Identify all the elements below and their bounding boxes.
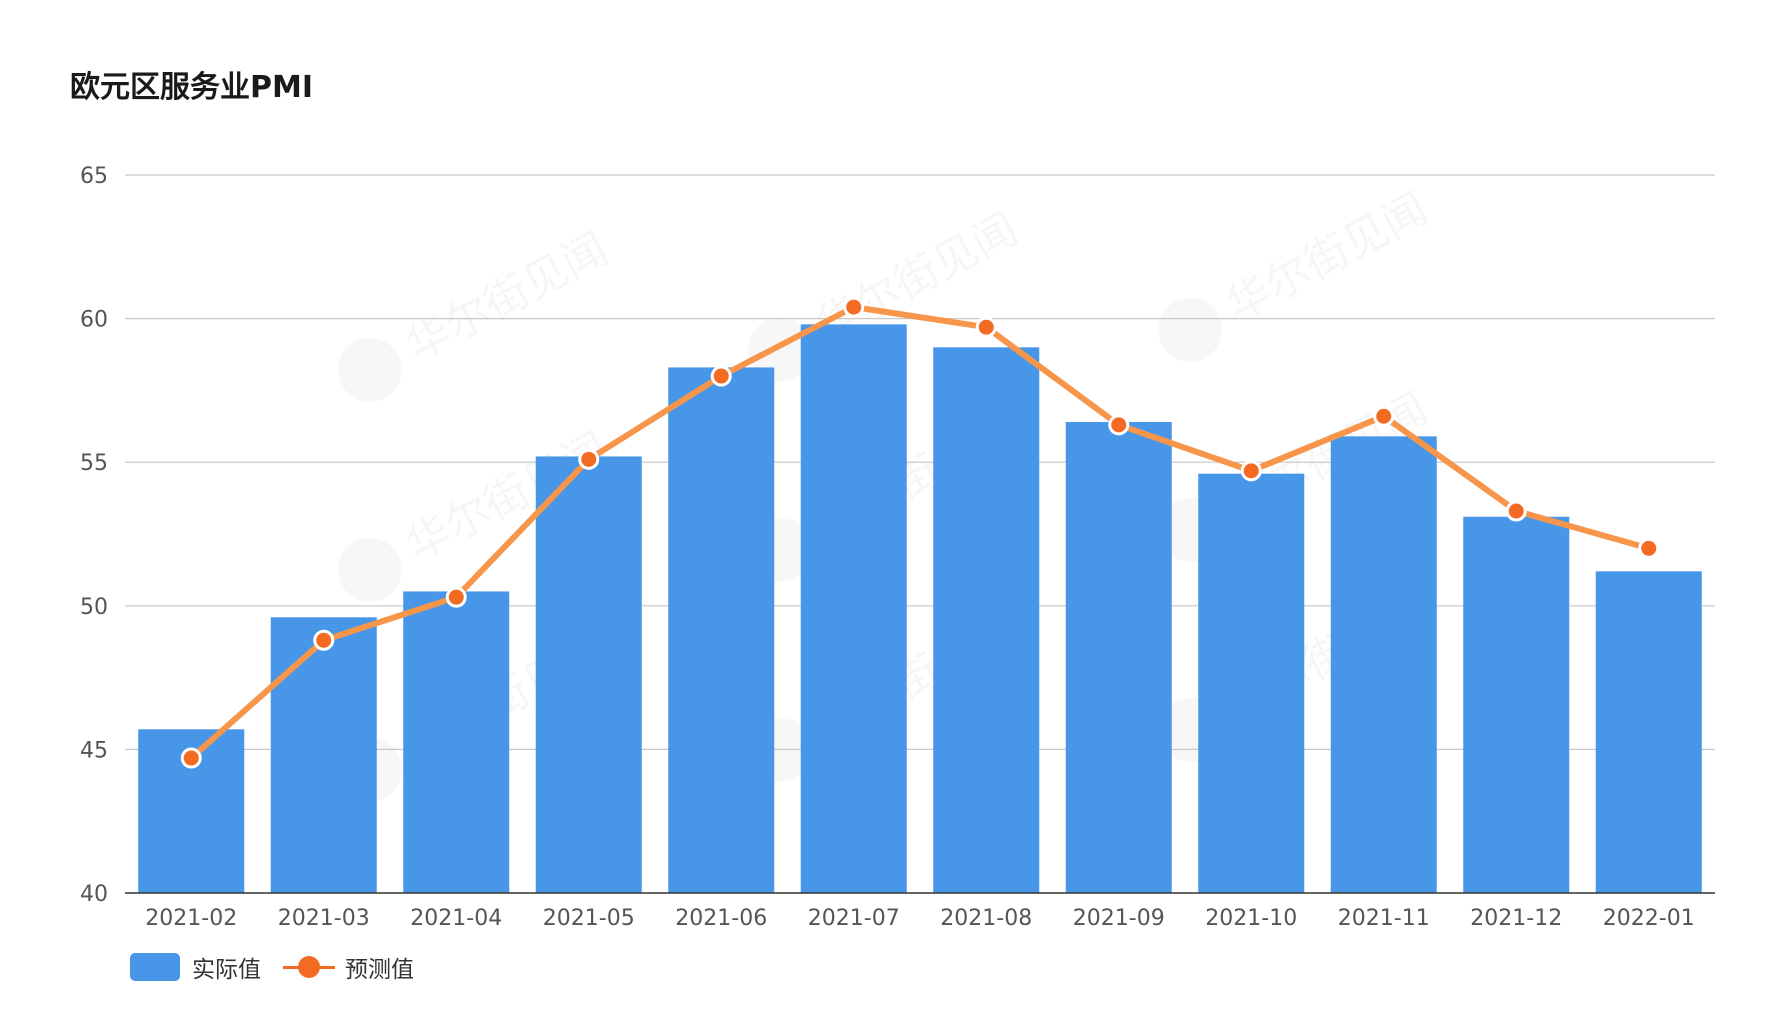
x-tick-label-2021-09: 2021-09 [1073,906,1165,931]
forecast-point-2021-12 [1505,500,1527,522]
x-tick-label-2021-08: 2021-08 [940,906,1032,931]
x-axis-ticks: 2021-02 2021-03 2021-04 2021-05 2021-06 2021-… [145,906,1694,931]
y-tick-label-50: 50 [80,595,108,620]
legend-actual-label: 实际值 [192,957,261,983]
legend: 实际值 预测值 [130,950,436,984]
bar-2021-12 [1463,516,1570,893]
watermark-logo-icon [327,527,414,614]
legend-line-swatch [283,953,335,981]
bar-series [138,324,1702,893]
x-tick-label-2021-06: 2021-06 [675,906,767,931]
watermark-3: 华尔街见闻 [1147,177,1439,373]
x-tick-label-2021-10: 2021-10 [1205,906,1297,931]
bar-2021-09 [1065,421,1172,893]
chart-title: 欧元区服务业PMI [70,70,314,105]
y-tick-label-60: 60 [80,308,108,333]
forecast-point-2021-06 [710,365,732,387]
line-series [180,296,1660,769]
bar-2021-08 [933,347,1040,893]
forecast-point-2021-04 [445,586,467,608]
legend-item-forecast[interactable]: 预测值 [283,950,414,984]
watermark-1: 华尔街见闻 [327,217,619,413]
x-tick-label-2021-04: 2021-04 [410,906,502,931]
bar-2021-03 [270,617,377,893]
legend-bar-swatch [130,953,180,981]
forecast-line [188,304,1652,761]
x-tick-label-2022-01: 2022-01 [1603,906,1695,931]
forecast-point-2021-05 [578,448,600,470]
x-tick-label-2021-03: 2021-03 [278,906,370,931]
x-tick-label-2021-02: 2021-02 [145,906,237,931]
bar-2021-04 [403,591,510,893]
x-tick-label-2021-07: 2021-07 [808,906,900,931]
bar-2021-05 [535,456,642,893]
forecast-point-2022-01 [1638,537,1660,559]
watermark-text: 华尔街见闻 [1218,184,1436,332]
bar-2021-06 [668,367,775,893]
legend-item-actual[interactable]: 实际值 [130,950,261,984]
bar-2021-07 [800,324,907,893]
y-axis-ticks: 40 45 50 55 60 65 [80,164,108,907]
forecast-point-2021-09 [1108,414,1130,436]
forecast-point-2021-07 [843,296,865,318]
bar-2021-10 [1198,473,1305,893]
x-tick-label-2021-05: 2021-05 [543,906,635,931]
y-tick-label-45: 45 [80,738,108,763]
forecast-point-2021-11 [1373,405,1395,427]
watermark-logo-icon [327,327,414,414]
forecast-point-2021-08 [975,316,997,338]
watermark-logo-icon [1147,287,1234,374]
forecast-point-2021-03 [313,629,335,651]
forecast-point-2021-10 [1240,460,1262,482]
forecast-point-2021-02 [180,747,202,769]
legend-forecast-label: 预测值 [345,957,414,983]
bar-2022-01 [1595,571,1702,893]
y-tick-label-40: 40 [80,882,108,907]
y-tick-label-55: 55 [80,451,108,476]
x-tick-label-2021-12: 2021-12 [1470,906,1562,931]
watermark-text: 华尔街见闻 [398,224,616,372]
bar-2021-11 [1330,436,1437,893]
x-tick-label-2021-11: 2021-11 [1338,906,1430,931]
y-tick-label-65: 65 [80,164,108,189]
